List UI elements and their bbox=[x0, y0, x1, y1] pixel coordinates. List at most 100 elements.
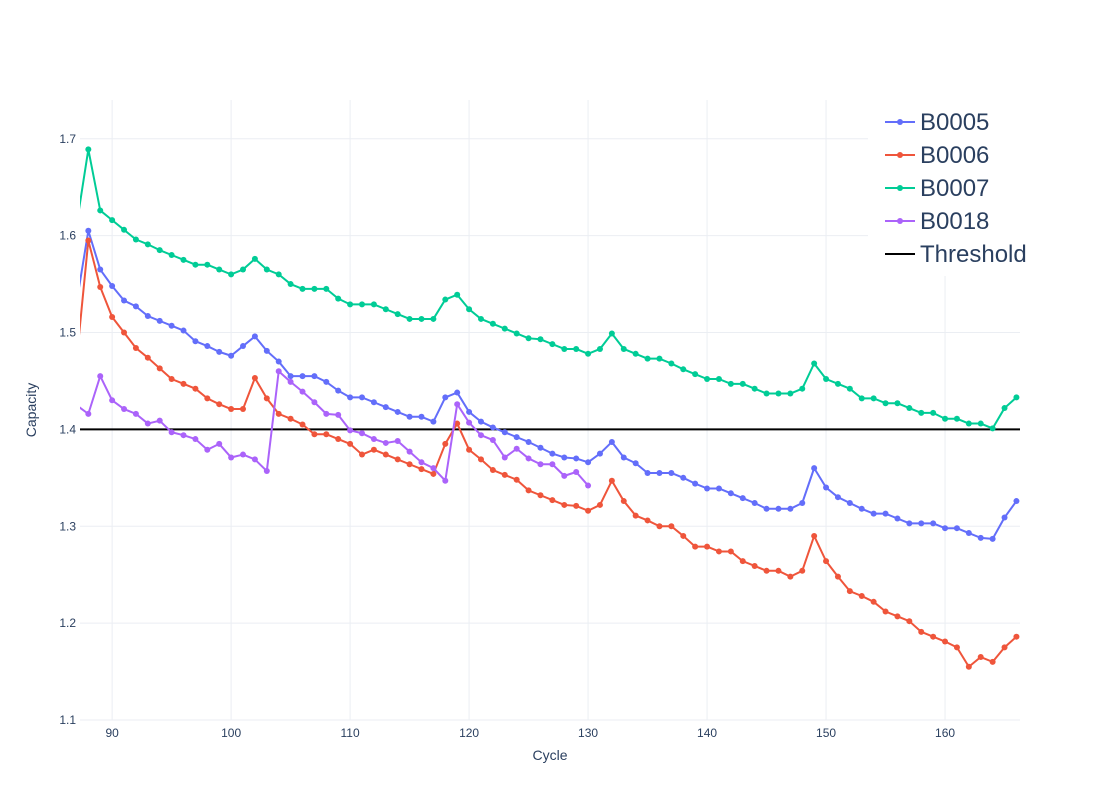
data-point bbox=[656, 355, 663, 362]
data-point bbox=[394, 456, 401, 463]
data-point bbox=[311, 373, 318, 380]
data-point bbox=[287, 415, 294, 422]
data-point bbox=[97, 373, 104, 380]
data-point bbox=[73, 402, 79, 408]
y-tick-label: 1.2 bbox=[59, 616, 76, 630]
data-point bbox=[263, 395, 270, 402]
series-line bbox=[80, 229, 1018, 540]
data-point bbox=[477, 315, 484, 322]
data-point bbox=[894, 400, 901, 407]
data-point bbox=[477, 418, 484, 425]
data-point bbox=[73, 300, 79, 306]
data-point bbox=[442, 477, 449, 484]
data-point bbox=[121, 226, 128, 233]
data-point bbox=[513, 476, 520, 483]
data-point bbox=[918, 409, 925, 416]
data-point bbox=[977, 420, 984, 427]
data-point bbox=[573, 345, 580, 352]
x-tick-label: 160 bbox=[935, 726, 955, 740]
data-point bbox=[537, 492, 544, 499]
data-point bbox=[347, 440, 354, 447]
data-point bbox=[216, 348, 223, 355]
data-point bbox=[121, 329, 128, 336]
data-point bbox=[799, 385, 806, 392]
legend-item[interactable]: B0007 bbox=[885, 175, 989, 202]
data-point bbox=[906, 520, 913, 527]
data-point bbox=[751, 500, 758, 506]
data-point bbox=[965, 530, 972, 537]
legend-item[interactable]: B0018 bbox=[885, 208, 989, 235]
data-point bbox=[192, 385, 199, 392]
data-point bbox=[168, 252, 175, 258]
data-point bbox=[834, 494, 841, 501]
legend-item[interactable]: B0005 bbox=[885, 109, 989, 136]
legend-item[interactable]: Threshold bbox=[885, 241, 1027, 268]
data-point bbox=[620, 498, 627, 505]
x-tick-label: 120 bbox=[459, 726, 479, 740]
data-point bbox=[335, 436, 342, 443]
data-point bbox=[168, 376, 175, 382]
data-point bbox=[144, 354, 151, 361]
data-point bbox=[668, 523, 675, 530]
data-point bbox=[132, 303, 139, 310]
data-point bbox=[585, 507, 592, 514]
data-point bbox=[501, 454, 508, 461]
data-point bbox=[882, 400, 889, 407]
data-point bbox=[668, 469, 675, 476]
data-point bbox=[561, 345, 568, 352]
data-point bbox=[596, 501, 603, 508]
data-point bbox=[275, 271, 282, 278]
data-point bbox=[989, 658, 996, 665]
data-point bbox=[228, 454, 235, 461]
data-point bbox=[537, 461, 544, 468]
data-point bbox=[727, 490, 734, 497]
series-b0018 bbox=[73, 368, 592, 489]
data-point bbox=[561, 454, 568, 461]
data-point bbox=[323, 431, 330, 438]
data-point bbox=[382, 404, 389, 411]
legend-item[interactable]: B0006 bbox=[885, 142, 989, 169]
data-point bbox=[727, 548, 734, 555]
data-point bbox=[680, 532, 687, 539]
series-b0006 bbox=[80, 237, 1020, 670]
data-point bbox=[97, 207, 104, 214]
data-point bbox=[477, 432, 484, 439]
data-point bbox=[228, 406, 235, 413]
data-point bbox=[1001, 405, 1008, 412]
data-point bbox=[121, 406, 128, 413]
data-point bbox=[1001, 514, 1008, 521]
data-point bbox=[192, 436, 199, 443]
data-point bbox=[156, 417, 163, 424]
data-point bbox=[608, 330, 615, 337]
data-point bbox=[799, 500, 806, 506]
data-point bbox=[1013, 498, 1020, 505]
y-axis-ticks: 1.1 1.2 1.3 1.4 1.5 1.6 1.7 bbox=[59, 132, 76, 727]
data-point bbox=[382, 451, 389, 458]
data-point bbox=[347, 427, 354, 434]
data-point bbox=[299, 285, 306, 292]
data-point bbox=[525, 455, 532, 462]
data-point bbox=[846, 500, 853, 506]
data-point bbox=[311, 399, 318, 406]
data-point bbox=[240, 266, 247, 273]
y-tick-label: 1.7 bbox=[59, 132, 76, 146]
y-tick-label: 1.4 bbox=[59, 422, 76, 436]
data-point bbox=[858, 593, 865, 599]
data-point bbox=[823, 484, 830, 491]
data-point bbox=[537, 336, 544, 343]
data-point bbox=[466, 408, 473, 415]
data-point bbox=[894, 515, 901, 522]
data-point bbox=[275, 368, 282, 375]
data-point bbox=[216, 401, 223, 408]
data-point bbox=[359, 451, 365, 458]
data-point bbox=[870, 510, 877, 517]
data-point bbox=[442, 394, 449, 401]
data-point bbox=[989, 535, 996, 542]
data-point bbox=[85, 237, 92, 244]
legend-swatch-marker bbox=[897, 119, 903, 125]
data-point bbox=[144, 313, 151, 320]
data-point bbox=[680, 474, 687, 481]
legend-swatch-marker bbox=[897, 152, 903, 158]
data-point bbox=[454, 291, 461, 298]
data-point bbox=[489, 437, 496, 444]
